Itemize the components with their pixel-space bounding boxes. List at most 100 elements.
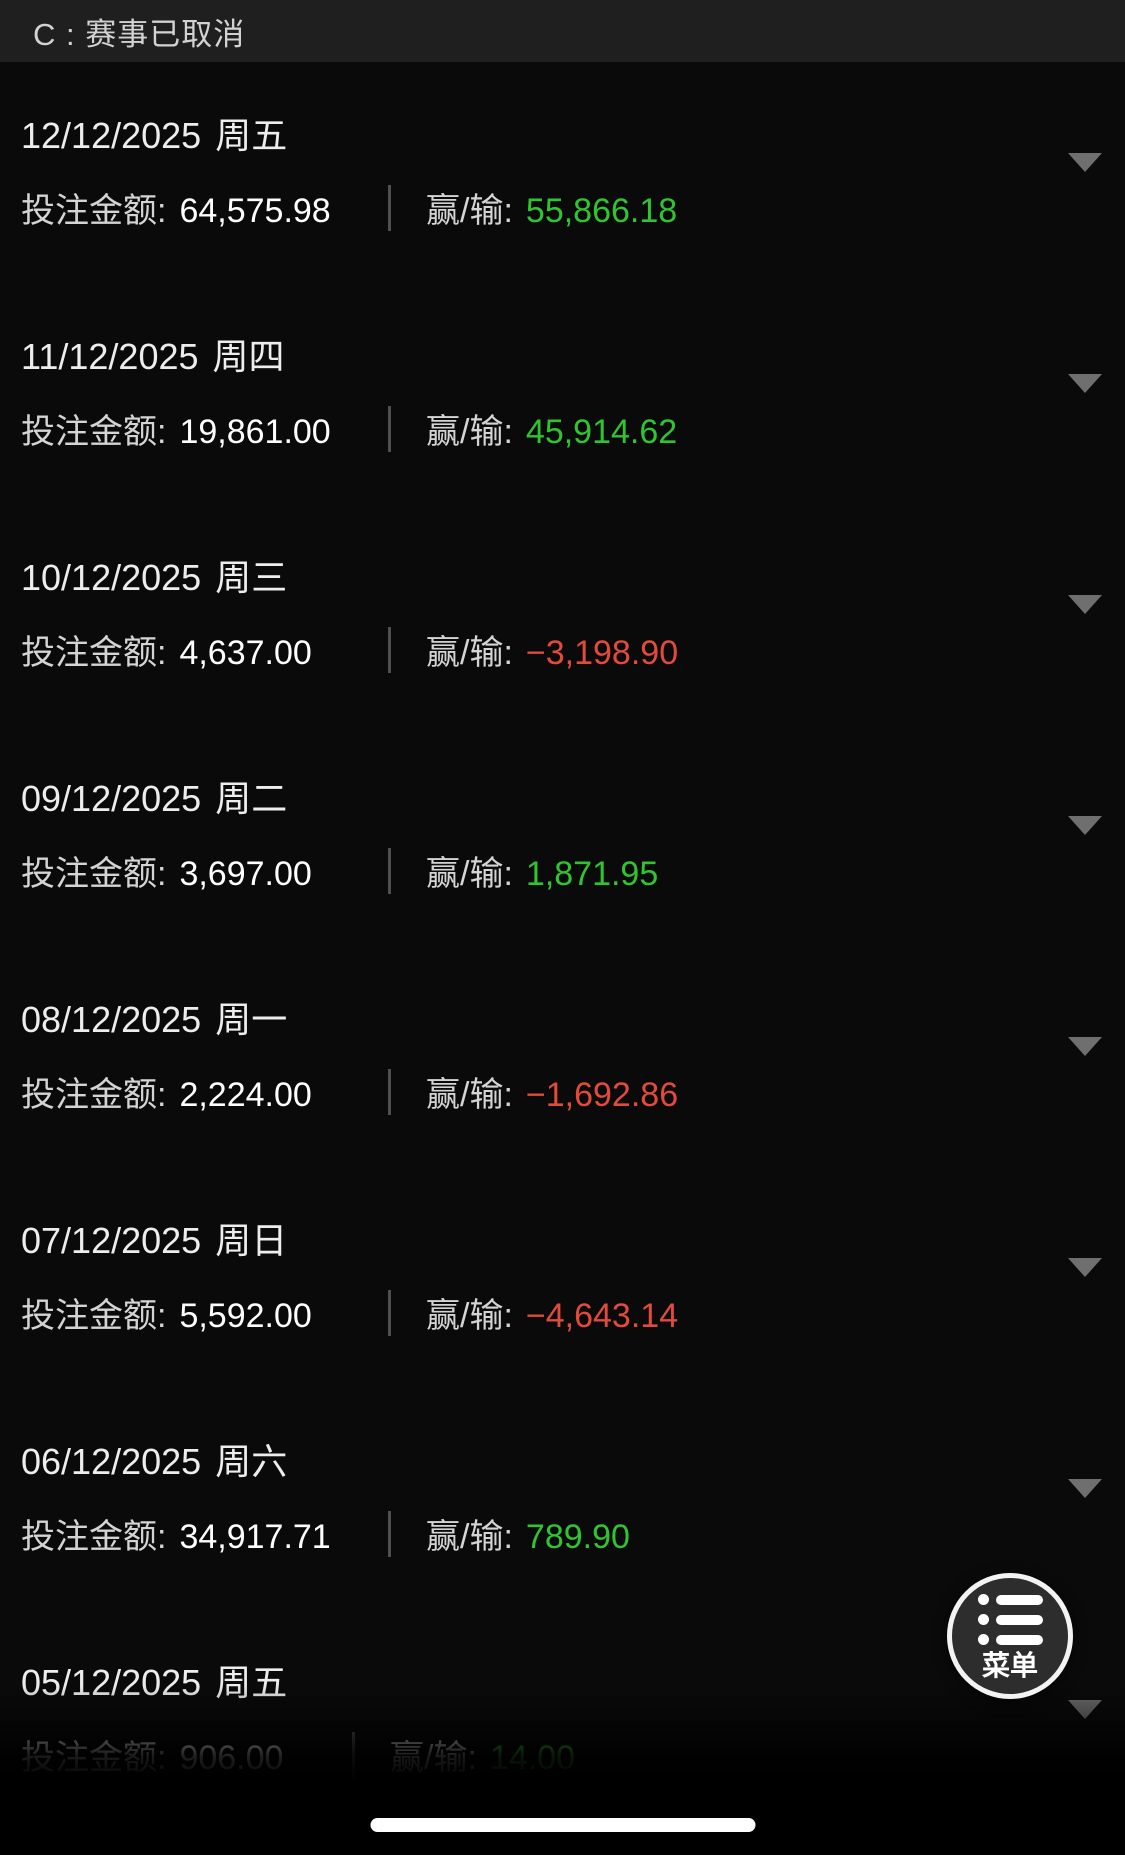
bet-amount-label: 投注金额: [21,1739,167,1777]
menu-button-label: 菜单 [981,1650,1038,1681]
chevron-down-icon[interactable] [1068,595,1102,614]
bet-amount-value: 4,637.00 [179,634,312,672]
win-loss-label: 赢/输: [426,413,513,451]
header-legend-bar: C : 赛事已取消 [0,0,1125,62]
day-row[interactable]: 10/12/2025 周三 投注金额: 4,637.00 赢/输: −3,198… [0,504,1125,725]
day-row[interactable]: 06/12/2025 周六 投注金额: 34,917.71 赢/输: 789.9… [0,1388,1125,1609]
day-weekday: 周五 [215,1662,288,1703]
day-row[interactable]: 09/12/2025 周二 投注金额: 3,697.00 赢/输: 1,871.… [0,725,1125,946]
bet-amount-cell: 投注金额: 2,224.00 [21,1067,388,1116]
win-loss-value: 1,871.95 [525,855,659,893]
win-loss-value: −4,643.14 [525,1297,679,1335]
vertical-divider [388,626,391,673]
bet-amount-cell: 投注金额: 906.00 [21,1730,352,1779]
bet-amount-label: 投注金额: [21,192,167,230]
bet-amount-value: 2,224.00 [179,1076,312,1114]
day-date-line: 10/12/2025 周三 [21,549,287,601]
vertical-divider [388,847,391,894]
day-date: 05/12/2025 [21,1662,202,1703]
day-row[interactable]: 08/12/2025 周一 投注金额: 2,224.00 赢/输: −1,692… [0,946,1125,1167]
win-loss-label: 赢/输: [426,192,513,230]
bet-amount-label: 投注金额: [21,1076,167,1114]
win-loss-value: −3,198.90 [525,634,679,672]
day-amounts-line: 投注金额: 4,637.00 赢/输: −3,198.90 [21,625,1065,674]
day-weekday: 周二 [215,778,288,819]
bet-amount-label: 投注金额: [21,855,167,893]
bet-amount-value: 5,592.00 [179,1297,312,1335]
day-date-line: 11/12/2025 周四 [21,328,285,380]
bet-amount-cell: 投注金额: 5,592.00 [21,1288,388,1337]
day-date: 08/12/2025 [21,999,202,1040]
day-weekday: 周四 [212,336,285,377]
day-weekday: 周一 [215,999,288,1040]
win-loss-value: −1,692.86 [525,1076,679,1114]
menu-button[interactable]: 菜单 [947,1573,1073,1699]
vertical-divider [388,1289,391,1336]
vertical-divider [388,405,391,452]
day-date: 09/12/2025 [21,778,202,819]
day-weekday: 周日 [215,1220,288,1261]
day-date-line: 07/12/2025 周日 [21,1212,287,1264]
day-weekday: 周五 [215,115,288,156]
day-date-line: 09/12/2025 周二 [21,770,287,822]
bet-amount-value: 3,697.00 [179,855,312,893]
bet-amount-cell: 投注金额: 4,637.00 [21,625,388,674]
day-amounts-line: 投注金额: 5,592.00 赢/输: −4,643.14 [21,1288,1065,1337]
win-loss-cell: 赢/输: −3,198.90 [391,625,678,674]
list-menu-icon [977,1594,1043,1645]
chevron-down-icon[interactable] [1068,1258,1102,1277]
day-date: 12/12/2025 [21,115,202,156]
vertical-divider [388,184,391,231]
day-date: 07/12/2025 [21,1220,202,1261]
day-date: 06/12/2025 [21,1441,202,1482]
chevron-down-icon[interactable] [1068,153,1102,172]
chevron-down-icon[interactable] [1068,816,1102,835]
win-loss-cell: 赢/输: 1,871.95 [391,846,658,895]
bet-amount-cell: 投注金额: 19,861.00 [21,404,388,453]
vertical-divider [388,1068,391,1115]
bet-amount-value: 906.00 [179,1739,284,1777]
chevron-down-icon[interactable] [1068,1700,1102,1719]
win-loss-label: 赢/输: [426,1297,513,1335]
day-date-line: 12/12/2025 周五 [21,107,287,159]
day-list: 12/12/2025 周五 投注金额: 64,575.98 赢/输: 55,86… [0,62,1125,1830]
win-loss-value: 14.00 [489,1739,575,1777]
bet-amount-cell: 投注金额: 3,697.00 [21,846,388,895]
day-amounts-line: 投注金额: 2,224.00 赢/输: −1,692.86 [21,1067,1065,1116]
day-row[interactable]: 07/12/2025 周日 投注金额: 5,592.00 赢/输: −4,643… [0,1167,1125,1388]
day-date-line: 06/12/2025 周六 [21,1433,287,1485]
bet-amount-cell: 投注金额: 34,917.71 [21,1509,388,1558]
win-loss-cell: 赢/输: 55,866.18 [391,183,677,232]
win-loss-label: 赢/输: [426,634,513,672]
day-amounts-line: 投注金额: 64,575.98 赢/输: 55,866.18 [21,183,1065,232]
day-amounts-line: 投注金额: 19,861.00 赢/输: 45,914.62 [21,404,1065,453]
win-loss-label: 赢/输: [390,1739,477,1777]
day-date-line: 08/12/2025 周一 [21,991,287,1043]
bet-amount-label: 投注金额: [21,1518,167,1556]
day-amounts-line: 投注金额: 906.00 赢/输: 14.00 [21,1730,1065,1779]
day-amounts-line: 投注金额: 34,917.71 赢/输: 789.90 [21,1509,1065,1558]
win-loss-cell: 赢/输: −4,643.14 [391,1288,678,1337]
win-loss-cell: 赢/输: −1,692.86 [391,1067,678,1116]
day-date: 11/12/2025 [21,336,199,377]
header-legend-text: C : 赛事已取消 [33,16,246,52]
win-loss-value: 789.90 [525,1518,630,1556]
bet-amount-label: 投注金额: [21,1297,167,1335]
day-row[interactable]: 11/12/2025 周四 投注金额: 19,861.00 赢/输: 45,91… [0,283,1125,504]
win-loss-value: 55,866.18 [525,192,678,230]
win-loss-cell: 赢/输: 789.90 [391,1509,630,1558]
day-date-line: 05/12/2025 周五 [21,1654,287,1706]
chevron-down-icon[interactable] [1068,374,1102,393]
chevron-down-icon[interactable] [1068,1037,1102,1056]
day-date: 10/12/2025 [21,557,202,598]
home-indicator[interactable] [370,1818,755,1832]
vertical-divider [388,1510,391,1557]
bet-amount-value: 34,917.71 [179,1518,331,1556]
win-loss-cell: 赢/输: 14.00 [355,1730,575,1779]
win-loss-label: 赢/输: [426,1076,513,1114]
win-loss-value: 45,914.62 [525,413,678,451]
day-weekday: 周三 [215,557,288,598]
day-row[interactable]: 12/12/2025 周五 投注金额: 64,575.98 赢/输: 55,86… [0,62,1125,283]
chevron-down-icon[interactable] [1068,1479,1102,1498]
